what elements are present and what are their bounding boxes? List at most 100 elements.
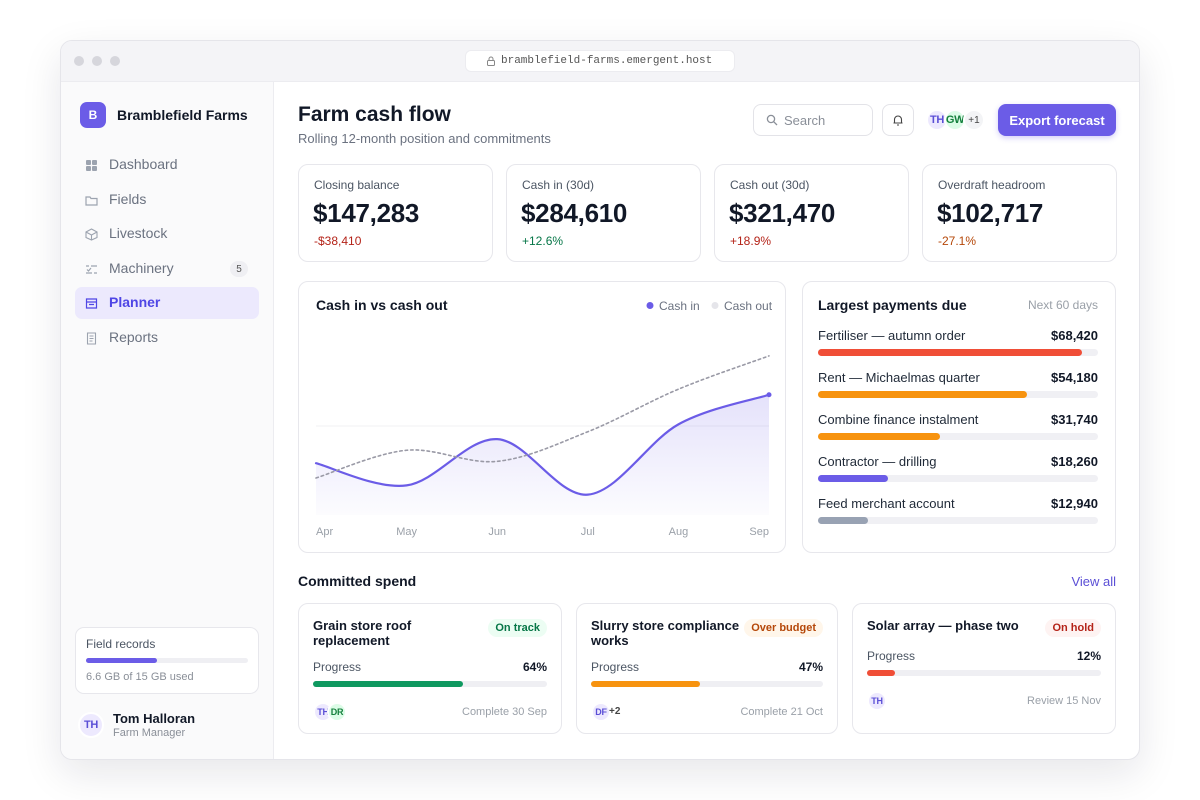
brand-name: Bramblefield Farms [117,107,248,123]
project-footer: TH DR Complete 30 Sep [313,702,547,722]
export-button[interactable]: Export forecast [998,104,1116,136]
payment-bar [818,475,889,482]
window-dot [74,56,84,66]
icon-part [85,228,98,241]
icon-part [85,298,98,309]
kpi-label: Closing balance [314,178,400,192]
progress-title: Progress [867,649,916,663]
icon-part [86,166,91,171]
chart-title: Cash in vs cash out [316,297,448,313]
status-pill: Over budget [744,619,823,637]
progress-track [591,681,823,687]
brand-icon: B [80,102,106,128]
legend-label: Cash out [724,299,773,313]
project-due: Complete 21 Oct [740,706,823,718]
nav-item[interactable]: Dashboard [109,156,178,172]
view-all-link[interactable]: View all [1071,574,1116,589]
kpi-card [506,164,701,262]
progress-row: Progress 47% [591,660,823,674]
x-tick-label: Jun [488,526,506,538]
project-card: Solar array — phase two On hold Progress 12… [852,603,1116,734]
status-pill: On hold [1045,619,1101,637]
payment-bar [818,391,1028,398]
avatar: TH [78,712,104,738]
kpi-card [714,164,909,262]
icon-part [773,121,778,126]
avatar: DF [591,702,611,722]
progress-track [867,670,1101,676]
lock-icon [487,56,495,66]
payment-track [818,433,1098,440]
project-footer: DF +2 Complete 21 Oct [591,702,823,722]
lock-body [487,60,495,66]
payment-name: Fertiliser — autumn order [818,328,966,343]
payment-name: Combine finance instalment [818,412,979,427]
payment-bar [818,517,868,524]
payment-bar [818,433,941,440]
progress-value: 64% [522,660,547,674]
legend-dot [646,302,654,309]
end-point [766,392,772,398]
kpi-change: -$38,410 [314,234,362,248]
icon-part [86,332,97,345]
nav-item[interactable]: Machinery [109,260,174,276]
user-name: Tom Halloran [113,711,196,726]
payment-amount: $68,420 [1051,328,1098,343]
search-icon [766,114,778,126]
avatar: GW [944,109,966,131]
kpi-card [922,164,1117,262]
legend-dot [711,302,719,309]
payment-amount: $12,940 [1051,496,1098,511]
nav-icon [85,196,98,206]
status-pill: On track [488,619,547,637]
payments-title: Largest payments due [818,297,967,313]
url-text: bramblefield-farms.emergent.host [501,55,713,67]
chart: Cash in vs cash out Cash in Cash out Apr May… [314,297,773,538]
payment-track [818,517,1098,524]
kpi-value: $284,610 [521,198,628,228]
progress-track [313,681,547,687]
avatar-group: TH [867,691,927,711]
kpi-change: +12.6% [522,234,564,248]
section-title: Committed spend [298,573,417,589]
project-header: Grain store roof replacement On track [313,618,547,648]
avatar-more: +1 [963,109,985,131]
progress-row: Progress 64% [313,660,547,674]
project-header: Slurry store compliance works Over budget [591,618,823,648]
progress-bar [591,681,701,687]
payments-note: Next 60 days [1027,298,1098,312]
nav-item[interactable]: Reports [109,329,159,345]
avatar: TH [867,691,887,711]
nav-item[interactable]: Livestock [109,225,168,241]
project-due: Review 15 Nov [1027,695,1101,707]
page-subtitle: Rolling 12-month position and commitment… [298,131,551,146]
bell-button[interactable] [882,104,914,136]
project-name: Solar array — phase two [867,618,1019,633]
project-header: Solar array — phase two On hold [867,618,1101,637]
nav-icon [86,265,97,274]
icon-part [92,160,97,165]
user-role: Farm Manager [113,727,186,739]
nav-icon [86,332,97,345]
kpi-value: $147,283 [313,198,420,228]
payment-amount: $54,180 [1051,370,1098,385]
x-tick-label: Sep [749,526,769,538]
nav-item[interactable]: Fields [109,191,147,207]
payment-track [818,475,1098,482]
icon-part [893,115,903,126]
search-placeholder: Search [784,113,826,128]
progress-title: Progress [313,660,362,674]
payment-amount: $18,260 [1051,454,1098,469]
payment-name: Rent — Michaelmas quarter [818,370,980,385]
nav-icon [85,228,98,241]
search-box[interactable] [753,104,873,136]
nav-active-bg [75,287,259,319]
project-name: Grain store roof replacement [313,618,412,648]
series-line [315,355,770,479]
legend-label: Cash in [659,299,700,313]
payment-name: Contractor — drilling [818,454,937,469]
nav-item[interactable]: Planner [109,294,161,310]
nav-badge: 5 [230,261,248,277]
window-dot [110,56,120,66]
kpi-label: Cash in (30d) [522,178,595,192]
